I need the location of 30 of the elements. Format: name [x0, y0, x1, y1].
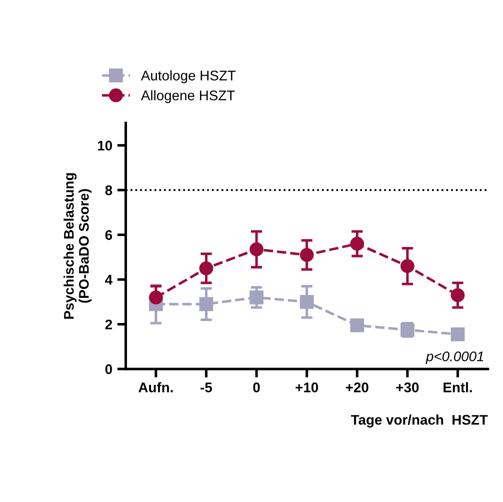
x-tick-label: Aufn. — [138, 382, 173, 392]
x-tick-label: +30 — [396, 382, 419, 392]
y-tick-label: 6 — [105, 230, 112, 240]
y-tick-label: 8 — [105, 185, 112, 196]
point — [250, 290, 264, 304]
point — [148, 290, 163, 304]
point — [450, 327, 465, 342]
y-axis-title: Psychische Belastung (PO-BaDO Score) — [64, 173, 92, 319]
point — [300, 294, 314, 309]
x-tick-label: +20 — [346, 382, 368, 392]
x-tick-label: Entl. — [444, 382, 472, 392]
legend-label: Autologe HSZT — [140, 70, 236, 84]
point — [300, 248, 314, 262]
legend-label: Allogene HSZT — [140, 90, 235, 104]
point — [350, 236, 364, 251]
point — [450, 288, 465, 302]
point — [199, 297, 214, 312]
x-axis-title: Tage vor/nach HSZT — [350, 414, 488, 428]
point — [400, 259, 414, 274]
x-tick-label: +10 — [296, 382, 318, 392]
y-tick-label: 4 — [105, 275, 112, 285]
x-tick-label: 0 — [253, 382, 260, 392]
y-tick-label: 0 — [105, 364, 112, 374]
y-tick-label: 10 — [98, 140, 112, 151]
point — [250, 242, 264, 256]
point — [350, 318, 364, 332]
y-tick-label: 2 — [105, 320, 112, 330]
point — [199, 261, 214, 276]
annotation: p<0.0001 — [426, 351, 484, 364]
x-tick-label: -5 — [200, 382, 212, 392]
